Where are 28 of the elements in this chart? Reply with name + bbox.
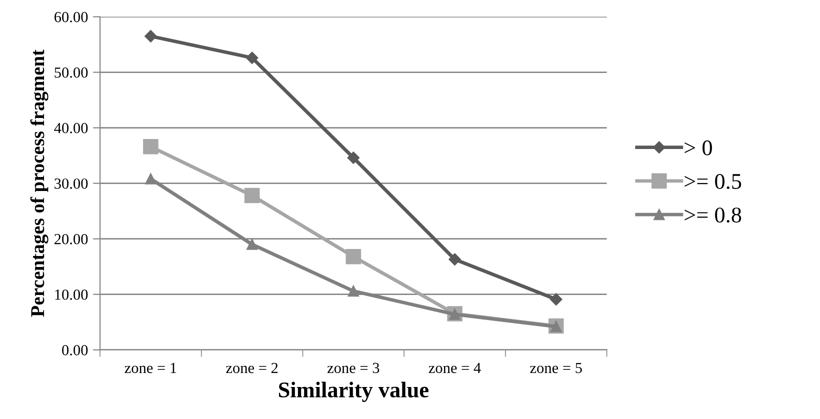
y-tick-label: 60.00 [54,12,88,22]
x-tick-label: zone = 5 [530,362,582,374]
legend-label: >= 0.5 [684,174,742,190]
point [244,188,260,204]
y-tick-label: 40.00 [54,122,88,134]
legend-label: >= 0.8 [684,208,742,223]
point [348,285,359,297]
point [144,30,157,42]
x-axis-title: Similarity value [278,382,428,402]
y-tick-label: 50.00 [54,67,88,78]
x-tick-label: zone = 1 [124,362,176,374]
y-tick-label: 10.00 [55,289,88,300]
point [246,52,258,64]
point [246,238,258,250]
y-tick-label: 30.00 [54,178,88,189]
x-tick-label: zone = 4 [428,362,481,374]
legend-label: > 0 [684,140,712,156]
y-axis-title: Percentages of process fragment [30,50,48,317]
point [346,248,362,264]
point [347,152,360,164]
point [550,293,562,306]
y-tick-label: 0.00 [62,345,88,356]
x-tick-label: zone = 2 [226,362,278,374]
point [448,253,461,266]
y-tick-label: 20.00 [54,234,88,244]
x-tick-label: zone = 3 [327,362,380,374]
point [145,173,156,184]
point [143,139,158,154]
